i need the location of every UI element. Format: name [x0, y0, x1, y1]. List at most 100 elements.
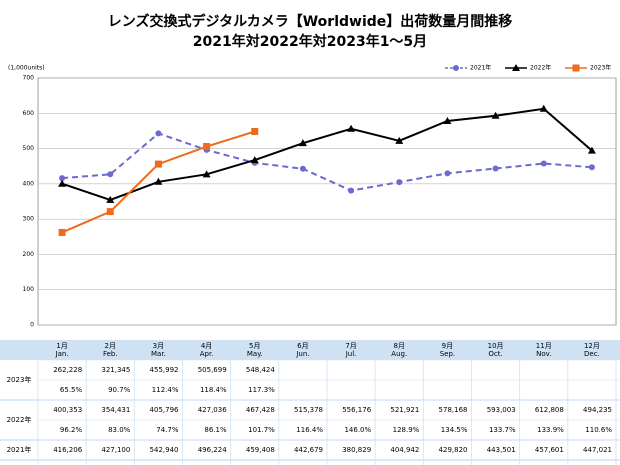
table-cell: 118.4%	[200, 386, 227, 394]
table-cell: 262,228	[53, 366, 82, 374]
marker	[453, 65, 459, 71]
table-month: 7月	[345, 342, 356, 350]
table-month: 11月	[536, 342, 552, 350]
y-tick-label: 600	[23, 110, 35, 117]
table-cell: 110.6%	[585, 426, 612, 434]
table-cell: 455,992	[150, 366, 179, 374]
table-month-en: Feb.	[103, 350, 118, 358]
marker	[298, 139, 307, 147]
table-month-en: Apr.	[200, 350, 214, 358]
y-axis-label: (1,000units)	[8, 65, 45, 72]
marker	[203, 143, 211, 151]
table-month-en: Jan.	[55, 350, 69, 358]
table-cell: 429,820	[439, 446, 468, 454]
table-cell: 83.0%	[108, 426, 131, 434]
table-month-en: Sep.	[440, 350, 455, 358]
marker	[396, 179, 403, 186]
table-cell: 90.7%	[108, 386, 131, 394]
table-cell: 612,808	[535, 406, 564, 414]
table-cell: 578,168	[439, 406, 468, 414]
table-month-en: Aug.	[391, 350, 407, 358]
marker	[588, 164, 595, 171]
table-cell: 116.4%	[296, 426, 323, 434]
table-cell: 447,021	[583, 446, 612, 454]
table-month-en: Dec.	[584, 350, 600, 358]
table-cell: 427,100	[101, 446, 130, 454]
table-month: 3月	[153, 342, 164, 350]
marker	[58, 228, 66, 236]
table-cell: 593,003	[487, 406, 516, 414]
marker	[154, 177, 163, 185]
table-cell: 457,601	[535, 446, 564, 454]
legend-label: 2023年	[590, 64, 611, 72]
table-cell: 548,424	[246, 366, 275, 374]
table-row-label: 2021年	[7, 445, 32, 454]
table-cell: 521,921	[390, 406, 419, 414]
table-row-label: 2023年	[7, 375, 32, 384]
table-month-en: Jul.	[345, 350, 357, 358]
marker	[444, 170, 451, 177]
y-tick-label: 300	[23, 216, 35, 223]
table-cell: 128.9%	[393, 426, 420, 434]
table-cell: 117.3%	[248, 386, 275, 394]
marker	[250, 156, 259, 164]
table-cell: 443,501	[487, 446, 516, 454]
marker	[347, 124, 356, 132]
marker	[348, 187, 355, 194]
table-cell: 404,942	[390, 446, 419, 454]
marker	[106, 195, 115, 203]
table-month: 8月	[394, 342, 405, 350]
table-cell: 505,699	[198, 366, 227, 374]
table-month: 5月	[249, 342, 260, 350]
table-cell: 74.7%	[156, 426, 179, 434]
marker	[107, 171, 114, 178]
table-cell: 354,431	[101, 406, 130, 414]
marker	[251, 127, 259, 135]
table-cell: 416,206	[53, 446, 82, 454]
y-tick-label: 400	[23, 180, 35, 187]
table-month-en: Nov.	[536, 350, 551, 358]
y-tick-label: 500	[23, 145, 35, 152]
y-tick-label: 700	[23, 75, 35, 82]
table-month: 6月	[297, 342, 308, 350]
legend-label: 2021年	[470, 64, 491, 72]
table-month: 2月	[105, 342, 116, 350]
table-month: 9月	[442, 342, 453, 350]
table-month-en: Jun.	[295, 350, 309, 358]
table-row-label: 2022年	[7, 415, 32, 424]
marker	[106, 208, 114, 216]
marker	[299, 165, 306, 172]
marker	[587, 146, 596, 154]
marker	[155, 130, 162, 137]
line	[62, 132, 592, 192]
marker	[572, 64, 580, 72]
marker	[202, 170, 211, 178]
table-month: 4月	[201, 342, 212, 350]
table-cell: 442,679	[294, 446, 323, 454]
marker	[492, 165, 499, 172]
table-header-bg	[0, 340, 620, 360]
table-cell: 405,796	[150, 406, 179, 414]
marker	[540, 160, 547, 167]
y-tick-label: 200	[23, 251, 35, 258]
y-tick-label: 100	[23, 286, 35, 293]
legend-label: 2022年	[530, 64, 551, 72]
marker	[539, 104, 548, 112]
table-cell: 380,829	[342, 446, 371, 454]
table-month: 10月	[488, 342, 504, 350]
table-month-en: Mar.	[151, 350, 166, 358]
table-month: 12月	[584, 342, 600, 350]
table-cell: 321,345	[101, 366, 130, 374]
table-cell: 112.4%	[152, 386, 179, 394]
table-cell: 494,235	[583, 406, 612, 414]
table-cell: 101.7%	[248, 426, 275, 434]
table-cell: 400,353	[53, 406, 82, 414]
marker	[491, 111, 500, 119]
chart-subtitle: 2021年対2022年対2023年1～5月	[193, 33, 427, 50]
table-cell: 134.5%	[441, 426, 468, 434]
marker	[154, 160, 162, 168]
table-month: 1月	[56, 342, 67, 350]
table-cell: 133.9%	[537, 426, 564, 434]
table-month-en: Oct.	[488, 350, 502, 358]
